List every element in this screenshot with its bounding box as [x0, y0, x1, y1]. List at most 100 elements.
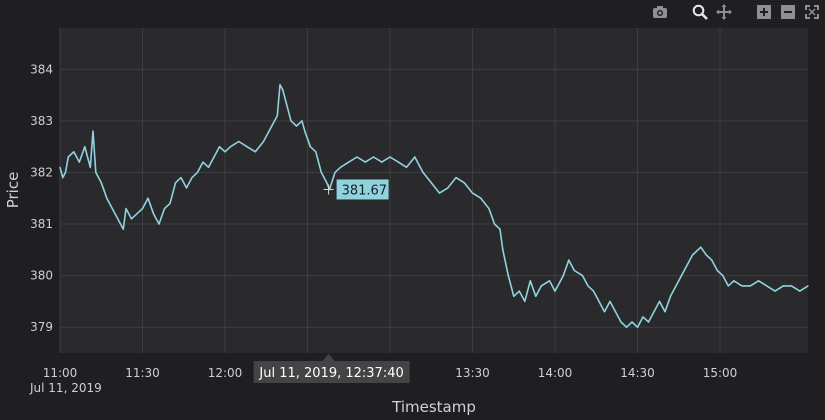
zoom-in-icon[interactable] [755, 3, 773, 21]
y-tick-label: 380 [30, 269, 53, 283]
data-point [152, 213, 155, 215]
data-point [397, 161, 399, 163]
data-point [147, 197, 149, 199]
data-point [89, 166, 91, 168]
data-point [169, 202, 171, 204]
data-point [125, 208, 127, 210]
x-tick-label: 12:00 [208, 366, 243, 380]
data-point [493, 223, 496, 225]
data-point [295, 125, 298, 127]
hover-x-box [253, 361, 410, 383]
data-point [64, 171, 67, 173]
data-point [766, 285, 768, 287]
y-axis-title: Price [4, 172, 22, 209]
data-point [405, 166, 408, 168]
data-point [334, 171, 336, 173]
x-tick-label: 13:30 [455, 366, 490, 380]
data-point [271, 125, 273, 127]
data-point [636, 326, 639, 328]
pan-icon[interactable] [715, 3, 733, 21]
y-tick-labels: 379 380 381 382 383 384 [30, 62, 53, 334]
data-point [117, 218, 119, 220]
data-point [548, 280, 551, 282]
camera-icon[interactable] [651, 3, 669, 21]
data-point [218, 146, 221, 148]
data-point [518, 290, 520, 292]
data-point [480, 197, 482, 199]
data-point [790, 285, 793, 287]
zoom-out-icon[interactable] [779, 3, 797, 21]
data-point [782, 285, 784, 287]
data-point [174, 182, 177, 184]
data-point [513, 295, 515, 297]
data-point [111, 208, 113, 210]
data-point [191, 177, 193, 179]
x-tick-label: 11:00 [43, 366, 78, 380]
data-point [535, 295, 537, 297]
data-point [799, 290, 801, 292]
y-tick-label: 382 [30, 165, 53, 179]
data-point [339, 166, 342, 168]
data-point [529, 280, 531, 282]
data-point [675, 285, 677, 287]
data-point [301, 120, 303, 122]
data-point [279, 84, 281, 86]
data-point [158, 223, 160, 225]
hover-tooltip: 381.67 Jul 11, 2019, 12:37:40 [253, 179, 410, 383]
data-point [284, 99, 287, 101]
x-date-label: Jul 11, 2019 [29, 381, 102, 395]
data-point [73, 151, 75, 153]
data-point [213, 156, 215, 158]
data-point [722, 275, 724, 277]
data-point [282, 89, 284, 91]
data-point [562, 275, 564, 277]
data-point [202, 161, 204, 163]
data-point [372, 156, 375, 158]
data-point [100, 182, 102, 184]
data-point [326, 182, 328, 184]
data-point [620, 321, 622, 323]
zoom-icon[interactable] [691, 3, 709, 21]
data-point [727, 285, 729, 287]
data-point [141, 208, 144, 210]
data-point [84, 146, 86, 148]
data-point [304, 130, 306, 132]
data-point [78, 161, 80, 163]
x-tick-label: 14:00 [538, 366, 573, 380]
data-point [554, 290, 556, 292]
data-point [658, 300, 661, 302]
data-point [455, 177, 457, 179]
data-point [587, 285, 589, 287]
data-point [711, 259, 713, 261]
grid-lines [59, 28, 808, 353]
hover-y-box [336, 179, 389, 200]
data-point [614, 311, 617, 313]
data-point [130, 218, 133, 220]
data-point [356, 156, 358, 158]
modebar [651, 2, 821, 22]
y-tick-label: 379 [30, 320, 53, 334]
hover-y-label: 381.67 [342, 183, 388, 198]
data-point [315, 151, 317, 153]
data-point [381, 161, 383, 163]
data-point [568, 259, 570, 261]
data-point [686, 264, 688, 266]
data-point [700, 246, 702, 248]
data-point [573, 269, 575, 272]
data-point [95, 171, 97, 173]
data-point [653, 311, 655, 313]
data-point [733, 280, 735, 282]
data-point [224, 151, 226, 153]
data-point [540, 285, 542, 287]
data-point [430, 182, 432, 184]
data-point [276, 115, 278, 117]
data-point [463, 182, 465, 184]
plot-area[interactable] [60, 28, 808, 353]
autoscale-icon[interactable] [803, 3, 821, 21]
data-point [92, 130, 94, 132]
data-point [196, 171, 199, 173]
data-point [136, 213, 138, 215]
data-point [581, 275, 584, 277]
